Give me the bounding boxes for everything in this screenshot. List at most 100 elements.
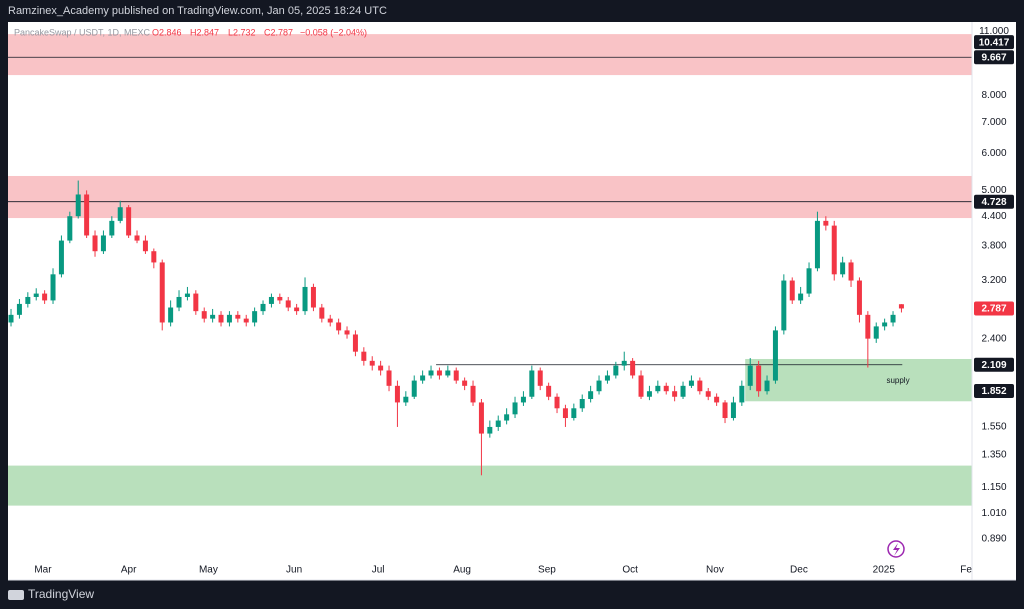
candle-body bbox=[781, 280, 787, 331]
ohlc-high: H2.847 bbox=[190, 27, 219, 37]
x-tick-label: Mar bbox=[34, 565, 52, 576]
x-tick-label: Jul bbox=[372, 565, 385, 576]
ohlc-change: −0.058 (−2.04%) bbox=[300, 27, 367, 37]
candle-body bbox=[386, 370, 392, 386]
y-tick-label: 2.400 bbox=[981, 333, 1006, 344]
candle-body bbox=[722, 402, 728, 419]
candle-body bbox=[470, 385, 476, 403]
y-tick-label: 11.000 bbox=[979, 26, 1009, 37]
candle-body bbox=[546, 385, 552, 397]
annotation: supply bbox=[886, 376, 909, 385]
price-label: 2.787 bbox=[981, 304, 1006, 315]
candle-body bbox=[730, 402, 736, 419]
zone bbox=[8, 34, 972, 76]
candle-body bbox=[302, 286, 308, 312]
y-tick-label: 0.890 bbox=[981, 534, 1006, 545]
candle-body bbox=[84, 194, 90, 236]
candle-body bbox=[772, 330, 778, 381]
candle-body bbox=[420, 375, 426, 381]
candle-body bbox=[873, 326, 879, 339]
candle-body bbox=[453, 370, 459, 381]
candle-body bbox=[344, 330, 350, 335]
candle-body bbox=[520, 396, 526, 403]
ohlc-low: L2.732 bbox=[228, 27, 256, 37]
candle-body bbox=[714, 396, 720, 403]
x-tick-label: Aug bbox=[453, 565, 471, 576]
y-tick-label: 1.150 bbox=[981, 482, 1006, 493]
candle-body bbox=[218, 314, 224, 323]
symbol: PancakeSwap / USDT, 1D, MEXC bbox=[14, 27, 151, 37]
price-label: 2.109 bbox=[981, 360, 1006, 371]
logo bbox=[8, 590, 24, 600]
y-tick-label: 3.200 bbox=[981, 275, 1006, 286]
x-tick-label: Apr bbox=[121, 565, 137, 576]
candle-body bbox=[352, 334, 358, 352]
candle-body bbox=[33, 293, 39, 297]
candle-body bbox=[747, 365, 753, 386]
candle-body bbox=[613, 365, 619, 376]
candle-body bbox=[319, 307, 325, 319]
price-label: 4.728 bbox=[981, 197, 1006, 208]
candle-body bbox=[159, 262, 165, 323]
zone bbox=[745, 358, 972, 402]
candle-body bbox=[25, 296, 31, 304]
zone bbox=[8, 465, 972, 506]
candle-body bbox=[260, 303, 266, 312]
candle-body bbox=[798, 293, 804, 301]
y-tick-label: 5.000 bbox=[981, 185, 1006, 196]
candle-body bbox=[436, 370, 442, 376]
candle-body bbox=[856, 280, 862, 315]
candle-body bbox=[134, 235, 140, 241]
price-label-box bbox=[974, 50, 1014, 65]
candle-body bbox=[806, 268, 812, 294]
candle-body bbox=[235, 314, 241, 319]
candle-body bbox=[638, 375, 644, 397]
candle-body bbox=[571, 408, 577, 419]
alert-icon[interactable] bbox=[887, 540, 905, 558]
candle-body bbox=[512, 402, 518, 415]
candle-body bbox=[126, 207, 132, 236]
candle-body bbox=[630, 360, 636, 376]
candle-body bbox=[898, 304, 904, 309]
x-tick-label: Dec bbox=[790, 565, 808, 576]
y-tick-label: 8.000 bbox=[981, 90, 1006, 101]
candle-body bbox=[579, 399, 585, 409]
candle-body bbox=[848, 262, 854, 281]
ohlc-open: O2.846 bbox=[152, 27, 182, 37]
candle-body bbox=[705, 391, 711, 397]
candle-body bbox=[562, 408, 568, 419]
candle-body bbox=[403, 396, 409, 403]
candle-body bbox=[252, 311, 258, 323]
candle-body bbox=[688, 380, 694, 386]
candle-body bbox=[285, 300, 291, 308]
candle-body bbox=[655, 385, 661, 392]
candle-body bbox=[336, 322, 342, 331]
candle-body bbox=[277, 296, 283, 301]
candle-body bbox=[428, 370, 434, 376]
candle-body bbox=[554, 396, 560, 409]
candle-body bbox=[588, 391, 594, 400]
candle-body bbox=[764, 380, 770, 392]
publisher: Ramzinex_Academy published on TradingVie… bbox=[8, 5, 387, 17]
x-tick-label: May bbox=[199, 565, 218, 576]
candle-body bbox=[168, 307, 174, 323]
candle-body bbox=[50, 274, 56, 301]
candle-body bbox=[8, 314, 14, 323]
y-tick-label: 1.550 bbox=[981, 422, 1006, 433]
candle-body bbox=[621, 360, 627, 366]
candle-body bbox=[67, 216, 73, 241]
candle-body bbox=[663, 385, 669, 392]
price-label-box bbox=[974, 301, 1014, 316]
candle-body bbox=[890, 314, 896, 323]
candle-body bbox=[294, 307, 300, 312]
price-label: 1.852 bbox=[981, 386, 1006, 397]
y-tick-label: 1.010 bbox=[981, 508, 1006, 519]
candle-body bbox=[865, 314, 871, 339]
candle-body bbox=[882, 322, 888, 327]
y-tick-label: 4.400 bbox=[981, 211, 1006, 222]
candle-body bbox=[814, 220, 820, 269]
candle-body bbox=[478, 402, 484, 434]
candle-body bbox=[680, 385, 686, 397]
price-label-box bbox=[974, 194, 1014, 209]
alert-bolt bbox=[893, 543, 900, 556]
